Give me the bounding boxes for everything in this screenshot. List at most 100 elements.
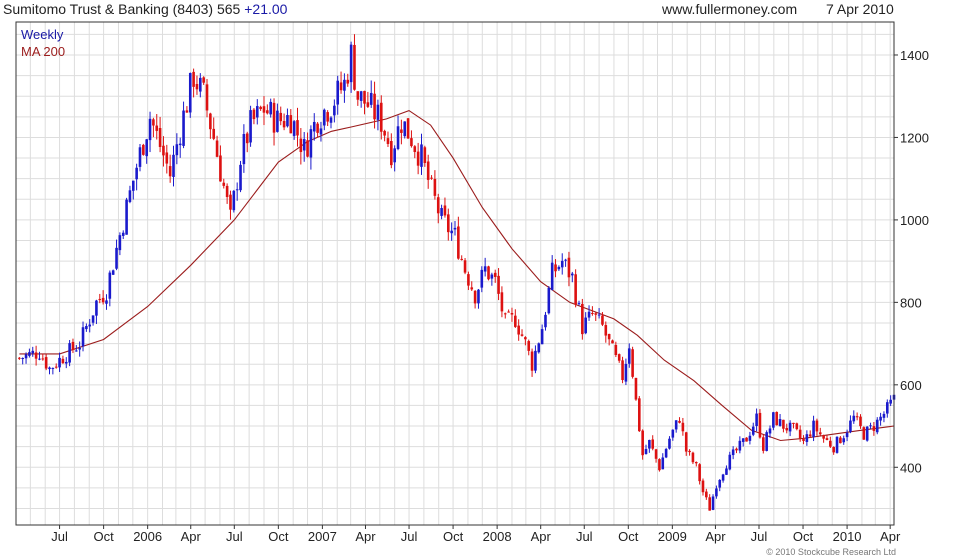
- candle-body: [668, 438, 671, 449]
- candle-body: [155, 125, 159, 131]
- candle-body: [356, 91, 360, 100]
- candle-body: [845, 432, 849, 438]
- candle-body: [346, 79, 350, 84]
- candle-body: [44, 357, 48, 369]
- candle-body: [433, 178, 437, 196]
- candle-body: [741, 438, 745, 442]
- candle-body: [131, 180, 135, 191]
- candle-body: [788, 422, 792, 432]
- candle-body: [239, 164, 242, 191]
- candle-body: [664, 449, 668, 458]
- candle-body: [621, 360, 624, 381]
- candle-body: [815, 420, 819, 432]
- candle-body: [554, 264, 557, 272]
- candle-body: [869, 425, 872, 427]
- candle-body: [209, 113, 212, 130]
- candle-body: [607, 333, 611, 340]
- candle-body: [296, 120, 299, 136]
- candle-body: [708, 497, 711, 511]
- candle-body: [557, 266, 561, 270]
- candle-body: [269, 101, 272, 115]
- candle-body: [135, 167, 138, 180]
- legend-weekly: Weekly: [21, 27, 64, 42]
- candle-body: [715, 488, 718, 497]
- candle-body: [678, 420, 681, 423]
- x-tick-label: 2008: [483, 529, 512, 544]
- candle-body: [125, 199, 128, 235]
- candle-body: [477, 289, 480, 304]
- y-tick-label: 800: [900, 295, 922, 310]
- candle-body: [782, 419, 785, 429]
- candle-body: [443, 205, 447, 216]
- candle-body: [825, 438, 829, 440]
- candle-body: [634, 377, 638, 400]
- candle-body: [105, 300, 108, 304]
- candle-body: [875, 419, 879, 433]
- candle-body: [483, 266, 487, 272]
- candle-body: [778, 419, 782, 426]
- candle-body: [798, 429, 802, 439]
- candle-body: [205, 84, 209, 111]
- candle-body: [638, 398, 641, 432]
- candle-body: [396, 126, 400, 150]
- candle-body: [493, 272, 497, 277]
- candle-body: [390, 141, 393, 166]
- candle-body: [192, 71, 195, 87]
- x-tick-label: Jul: [401, 529, 418, 544]
- chart-title-text: Sumitomo Trust & Banking (8403) 565: [3, 1, 241, 17]
- x-tick-label: Jul: [51, 529, 68, 544]
- candle-body: [463, 260, 467, 273]
- x-tick-label: Jul: [751, 529, 768, 544]
- candle-body: [570, 273, 574, 276]
- candle-body: [671, 429, 675, 438]
- candle-body: [772, 412, 775, 428]
- candle-body: [446, 214, 450, 233]
- candle-body: [467, 274, 470, 286]
- candle-body: [400, 129, 403, 133]
- candle-body: [520, 334, 524, 336]
- y-tick-label: 1400: [900, 48, 929, 63]
- x-tick-label: Oct: [618, 529, 639, 544]
- x-tick-label: Apr: [181, 529, 202, 544]
- candle-body: [326, 112, 329, 122]
- candle-body: [879, 416, 882, 421]
- candle-body: [728, 454, 732, 470]
- candle-body: [711, 496, 715, 510]
- candle-body: [440, 208, 443, 216]
- candle-body: [517, 325, 520, 335]
- candle-body: [765, 432, 768, 451]
- candle-body: [688, 450, 691, 453]
- y-tick-label: 600: [900, 378, 922, 393]
- candle-body: [577, 303, 581, 305]
- candle-body: [564, 259, 567, 261]
- candle-body: [279, 112, 283, 122]
- candle-body: [859, 416, 862, 427]
- candle-body: [91, 315, 95, 323]
- candle-body: [792, 422, 795, 424]
- y-axis: 400 600 800 1000 1200 1400: [894, 48, 929, 475]
- candle-body: [591, 312, 594, 314]
- candle-body: [34, 352, 38, 359]
- candle-body: [651, 439, 655, 449]
- candle-body: [266, 110, 269, 114]
- candle-body: [889, 399, 892, 404]
- candle-body: [138, 147, 142, 167]
- x-tick-label: Oct: [93, 529, 114, 544]
- candle-body: [349, 44, 353, 83]
- chart-title: Sumitomo Trust & Banking (8403) 565 +21.…: [3, 1, 287, 17]
- candle-body: [534, 350, 537, 371]
- candle-body: [48, 367, 51, 370]
- candle-body: [316, 123, 319, 133]
- candle-body: [28, 352, 31, 356]
- candle-body: [101, 297, 105, 303]
- candle-body: [172, 154, 175, 177]
- x-tick-label: Apr: [880, 529, 901, 544]
- candle-body: [413, 146, 417, 153]
- candle-body: [503, 313, 507, 315]
- candle-body: [386, 138, 390, 144]
- candle-body: [470, 287, 474, 290]
- candle-body: [614, 344, 618, 356]
- candle-body: [302, 139, 306, 151]
- candle-body: [41, 358, 45, 360]
- candle-body: [245, 133, 249, 144]
